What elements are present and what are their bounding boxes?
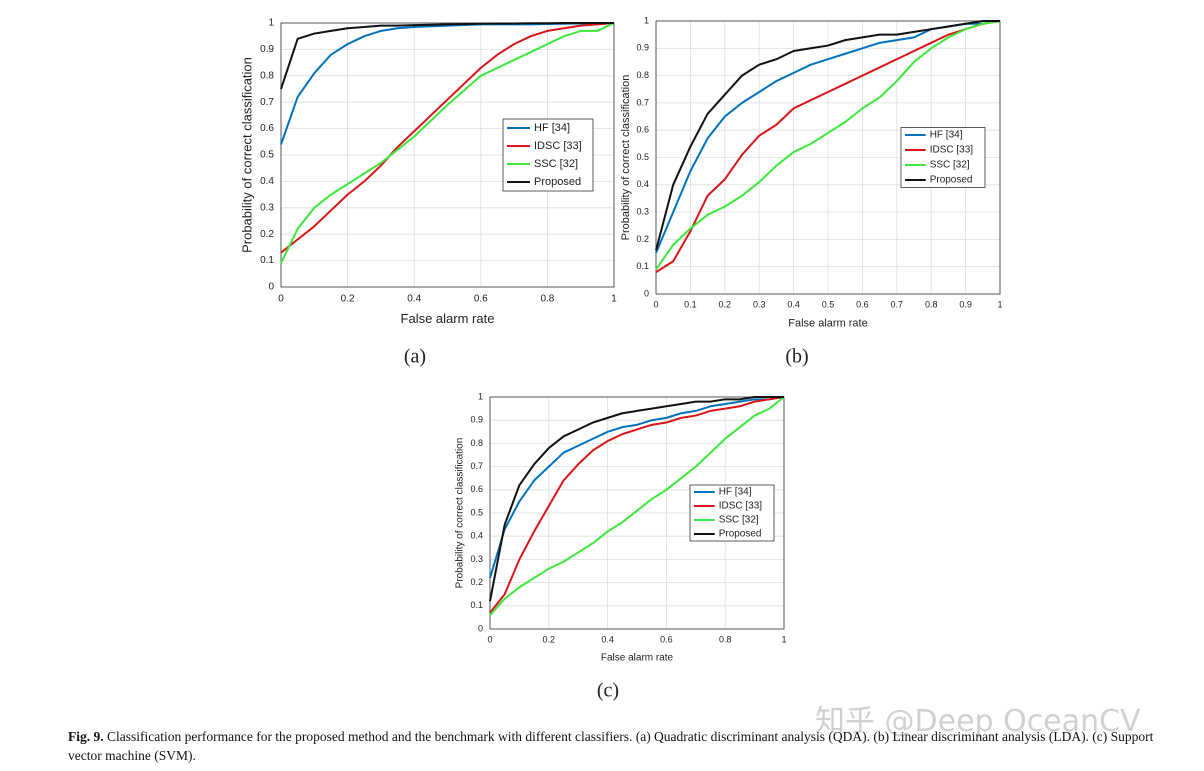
x-tick-label: 0.5 — [822, 299, 835, 309]
x-tick-label: 0.8 — [540, 294, 554, 305]
y-tick-label: 0.2 — [636, 234, 649, 244]
y-tick-label: 0.9 — [636, 43, 649, 53]
y-tick-label: 0.5 — [260, 150, 274, 161]
series-line — [655, 20, 1000, 251]
y-tick-label: 0.7 — [636, 97, 649, 107]
x-tick-label: 0.3 — [753, 299, 766, 309]
series-line — [655, 20, 1001, 274]
y-tick-label: 0.6 — [260, 123, 274, 134]
x-tick-label: 0 — [278, 294, 284, 305]
x-tick-label: 0.6 — [660, 634, 673, 644]
series-line — [280, 22, 615, 264]
y-axis-label: Probability of correct classification — [239, 57, 254, 253]
y-axis-label: Probability of correct classification — [620, 75, 632, 241]
x-tick-label: 0.2 — [543, 634, 556, 644]
y-tick-label: 0 — [268, 282, 274, 293]
y-tick-label: 0.4 — [470, 531, 483, 541]
watermark: 知乎 @Deep OceanCV — [815, 704, 1141, 739]
legend-label: SSC [32] — [930, 160, 970, 171]
x-axis-label: False alarm rate — [401, 311, 495, 326]
legend-label: Proposed — [930, 175, 973, 186]
y-tick-label: 0.7 — [260, 97, 274, 108]
y-tick-label: 1 — [268, 18, 274, 29]
y-tick-label: 0.9 — [260, 44, 274, 55]
legend-box — [502, 118, 594, 192]
x-tick-label: 0.6 — [474, 294, 488, 305]
x-tick-label: 0.2 — [341, 294, 355, 305]
plot-frame — [280, 22, 615, 288]
x-axis-label: False alarm rate — [788, 317, 867, 329]
x-tick-label: 0 — [653, 299, 658, 309]
y-tick-label: 0.8 — [470, 438, 483, 448]
series-line — [489, 396, 785, 616]
y-tick-label: 0.4 — [260, 176, 274, 187]
x-tick-label: 0.2 — [719, 299, 732, 309]
legend-label: IDSC [33] — [534, 140, 582, 152]
y-tick-label: 1 — [644, 15, 649, 25]
y-tick-label: 0.1 — [260, 255, 274, 266]
legend-label: IDSC [33] — [930, 145, 974, 156]
y-tick-label: 0.2 — [470, 577, 483, 587]
panel-label: (a) — [404, 346, 426, 368]
y-tick-label: 0.1 — [636, 261, 649, 271]
y-tick-label: 0.3 — [636, 206, 649, 216]
x-tick-label: 1 — [781, 634, 786, 644]
series-line — [489, 396, 785, 614]
caption: Fig. 9. Classification performance for t… — [68, 727, 1186, 765]
series-line — [655, 20, 1001, 271]
y-tick-label: 0.6 — [470, 484, 483, 494]
x-tick-label: 1 — [997, 299, 1002, 309]
series-line — [489, 396, 784, 602]
legend-label: SSC [32] — [719, 515, 759, 526]
y-tick-label: 0 — [478, 623, 483, 633]
legend-label: HF [34] — [719, 487, 752, 498]
y-tick-label: 0.3 — [260, 202, 274, 213]
caption-text: Classification performance for the propo… — [68, 729, 1154, 763]
series-line — [280, 22, 614, 90]
y-tick-label: 0.1 — [470, 600, 483, 610]
y-tick-label: 0.5 — [470, 507, 483, 517]
y-tick-label: 0.3 — [470, 554, 483, 564]
x-tick-label: 0 — [487, 634, 492, 644]
plot-frame — [489, 396, 785, 630]
y-tick-label: 0.9 — [470, 415, 483, 425]
x-tick-label: 0.4 — [601, 634, 614, 644]
y-tick-label: 0.6 — [636, 125, 649, 135]
y-tick-label: 0.8 — [260, 70, 274, 81]
legend-label: IDSC [33] — [719, 501, 763, 512]
legend-label: Proposed — [719, 529, 762, 540]
caption-label: Fig. 9. — [68, 729, 104, 744]
legend-label: HF [34] — [534, 122, 570, 134]
y-tick-label: 0.7 — [470, 461, 483, 471]
x-tick-label: 1 — [611, 294, 617, 305]
y-tick-label: 0.4 — [636, 179, 649, 189]
y-tick-label: 0.2 — [260, 229, 274, 240]
x-axis-label: False alarm rate — [601, 653, 674, 664]
y-axis-label: Probability of correct classification — [455, 438, 466, 589]
legend-box — [689, 484, 775, 542]
x-tick-label: 0.8 — [719, 634, 732, 644]
panel-label: (c) — [597, 680, 619, 702]
series-line — [489, 396, 785, 579]
y-tick-label: 0.8 — [636, 70, 649, 80]
x-tick-label: 0.8 — [925, 299, 938, 309]
plot-frame — [655, 20, 1001, 295]
x-tick-label: 0.6 — [856, 299, 869, 309]
panel-label: (b) — [785, 346, 808, 368]
legend-label: SSC [32] — [534, 158, 578, 170]
y-tick-label: 0.5 — [636, 152, 649, 162]
x-tick-label: 0.7 — [891, 299, 904, 309]
series-line — [280, 22, 615, 254]
x-tick-label: 0.4 — [787, 299, 800, 309]
y-tick-label: 1 — [478, 391, 483, 401]
legend-label: HF [34] — [930, 130, 963, 141]
x-tick-label: 0.9 — [959, 299, 972, 309]
legend-box — [900, 127, 986, 188]
legend-label: Proposed — [534, 176, 581, 188]
x-tick-label: 0.1 — [684, 299, 697, 309]
x-tick-label: 0.4 — [407, 294, 421, 305]
y-tick-label: 0 — [644, 288, 649, 298]
